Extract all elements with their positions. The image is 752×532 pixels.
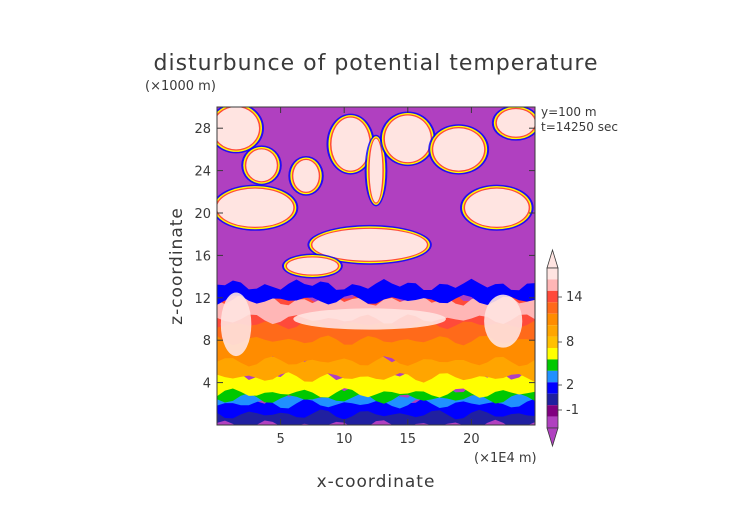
warm-cell xyxy=(293,308,446,330)
colorbar-segment xyxy=(547,325,558,337)
upper-patch xyxy=(312,228,427,261)
colorbar-label: 14 xyxy=(566,290,583,305)
x-axis-label: x-coordinate xyxy=(317,472,436,492)
colorbar-segment xyxy=(547,359,558,371)
colorbar-segment xyxy=(547,313,558,326)
x-tick-label: 5 xyxy=(276,432,284,447)
x-tick-label: 10 xyxy=(336,432,353,447)
colorbar-segment xyxy=(547,370,558,383)
warm-cell xyxy=(484,294,523,348)
upper-patch xyxy=(331,117,370,171)
chart-title: disturbunce of potential temperature xyxy=(154,51,599,76)
upper-patch xyxy=(286,257,338,275)
y-unit-label: (×1000 m) xyxy=(145,79,216,94)
colorbar-segment xyxy=(547,393,558,406)
y-tick-label: 20 xyxy=(194,207,211,222)
colorbar-segment xyxy=(547,302,558,314)
plot-frame xyxy=(216,106,536,426)
y-axis: 4 8 12 16 20 24 28 xyxy=(194,122,535,392)
colorbar-segment xyxy=(547,279,558,291)
upper-patch xyxy=(433,128,485,171)
y-tick-label: 12 xyxy=(194,292,211,307)
colorbar-label: 8 xyxy=(566,335,574,350)
upper-patch xyxy=(217,107,259,150)
upper-patch xyxy=(496,109,535,137)
colorbar-segment xyxy=(547,405,558,417)
colorbar: 14 8 2 -1 xyxy=(546,248,583,448)
info-y: y=100 m xyxy=(541,105,597,119)
colorbar-bottom-triangle xyxy=(546,427,559,448)
colorbar-segment xyxy=(547,268,558,280)
colorbar-segment xyxy=(547,416,558,428)
upper-patch xyxy=(293,160,319,192)
colorbar-label: -1 xyxy=(566,403,579,418)
info-time: t=14250 sec xyxy=(541,120,618,134)
colorbar-segment xyxy=(547,290,558,303)
x-tick-label: 20 xyxy=(463,432,480,447)
upper-patch xyxy=(246,149,277,182)
y-tick-label: 16 xyxy=(194,249,211,264)
upper-patch xyxy=(369,138,383,203)
x-tick-label: 15 xyxy=(400,432,417,447)
y-tick-label: 24 xyxy=(194,165,211,180)
y-tick-label: 4 xyxy=(203,377,211,392)
heatmap-field xyxy=(217,107,535,425)
upper-patch xyxy=(217,188,294,227)
y-axis-label: z-coordinate xyxy=(167,207,187,325)
colorbar-label: 2 xyxy=(566,378,574,393)
layer-tropopause-blue xyxy=(217,278,535,305)
colorbar-top-triangle xyxy=(546,248,559,269)
warm-cell xyxy=(220,292,252,357)
colorbar-segment xyxy=(547,336,558,348)
y-tick-label: 8 xyxy=(203,334,211,349)
colorbar-segment xyxy=(547,348,558,360)
colorbar-segment xyxy=(547,382,558,394)
x-unit-label: (×1E4 m) xyxy=(474,451,537,466)
x-axis: 5 10 15 20 xyxy=(276,107,480,447)
upper-patch xyxy=(465,188,529,227)
upper-patch xyxy=(384,115,431,163)
y-tick-label: 28 xyxy=(194,122,211,137)
